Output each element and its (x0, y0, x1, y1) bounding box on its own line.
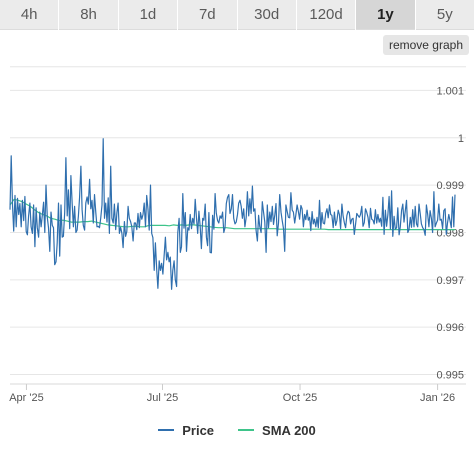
y-tick-label: 1 (458, 133, 464, 145)
y-tick-label: 0.997 (436, 275, 464, 287)
chart-legend: Price SMA 200 (0, 421, 474, 439)
y-tick-label: 0.999 (436, 180, 464, 192)
x-tick-label: Apr '25 (9, 392, 44, 404)
legend-label-sma200: SMA 200 (262, 422, 316, 438)
y-tick-label: 0.996 (436, 322, 464, 334)
y-tick-label: 0.995 (436, 370, 464, 382)
x-tick-label: Jul '25 (147, 392, 178, 404)
price-chart: 0.995 0.996 0.997 0.998 0.999 1 1.001 Apr '25 Ju… (9, 66, 466, 404)
legend-item-price[interactable]: Price (158, 421, 214, 439)
tab-7d[interactable]: 7d (178, 0, 237, 30)
tab-1d[interactable]: 1d (118, 0, 178, 30)
y-tick-label: 0.998 (436, 227, 464, 239)
tab-5y[interactable]: 5y (415, 0, 474, 30)
tab-8h[interactable]: 8h (59, 0, 118, 30)
remove-graph-button[interactable]: remove graph (382, 35, 469, 55)
tab-1y[interactable]: 1y (356, 0, 415, 30)
y-tick-label: 1.001 (436, 85, 464, 97)
legend-item-sma200[interactable]: SMA 200 (238, 421, 316, 439)
legend-label-price: Price (182, 422, 215, 438)
tab-30d[interactable]: 30d (237, 0, 296, 30)
tab-4h[interactable]: 4h (0, 0, 59, 30)
x-tick-label: Jan '26 (420, 392, 455, 404)
legend-swatch-sma200 (238, 429, 255, 431)
legend-swatch-price (158, 429, 175, 431)
x-tick-label: Oct '25 (283, 392, 318, 404)
sma200-series-line (9, 198, 455, 231)
tab-120d[interactable]: 120d (296, 0, 356, 30)
price-series-line (9, 138, 456, 290)
timeframe-tabs: 4h 8h 1d 7d 30d 120d 1y 5y (0, 0, 474, 30)
